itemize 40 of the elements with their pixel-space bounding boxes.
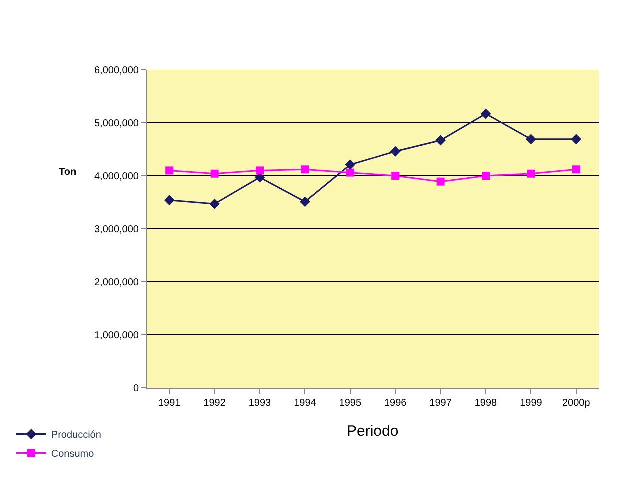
point (526, 134, 536, 145)
point (480, 108, 492, 120)
point (164, 195, 175, 206)
point (571, 134, 582, 145)
point (256, 166, 264, 175)
point (482, 172, 490, 180)
point (346, 168, 354, 177)
point (572, 166, 580, 174)
legend-label: Consumo (51, 449, 95, 460)
point (392, 172, 400, 180)
x-axis-title: Periodo (347, 423, 399, 440)
point (210, 170, 219, 178)
x-tick-label: 1999 (520, 398, 543, 409)
y-tick-label: 6,000,000 (94, 66, 140, 76)
x-tick-label: 1996 (384, 398, 408, 409)
point (390, 146, 401, 157)
point (166, 166, 174, 175)
legend-label: Producción (51, 430, 102, 442)
x-tick-label: 1993 (248, 398, 272, 409)
y-tick-label: 5,000,000 (94, 118, 140, 130)
y-axis-title: Ton (59, 167, 77, 178)
point (527, 170, 536, 178)
x-tick-label: 2000p (562, 398, 591, 409)
y-tick-label: 0 (133, 384, 140, 394)
x-tick-label: 1998 (474, 398, 498, 409)
x-tick-label: 1994 (294, 398, 317, 409)
point (210, 198, 220, 210)
x-tick-label: 1997 (430, 398, 452, 409)
x-tick-label: 1991 (158, 398, 182, 409)
x-tick-label: 1995 (339, 398, 362, 409)
point (300, 196, 310, 208)
point (301, 166, 310, 174)
y-tick-label: 3,000,000 (94, 224, 140, 236)
y-tick-label: 2,000,000 (94, 278, 140, 288)
point (436, 178, 445, 186)
y-tick-label: 4,000,000 (94, 172, 140, 182)
point (345, 160, 356, 170)
y-tick-label: 1,000,000 (94, 330, 140, 342)
x-tick-label: 1992 (204, 398, 226, 409)
point (436, 135, 446, 146)
